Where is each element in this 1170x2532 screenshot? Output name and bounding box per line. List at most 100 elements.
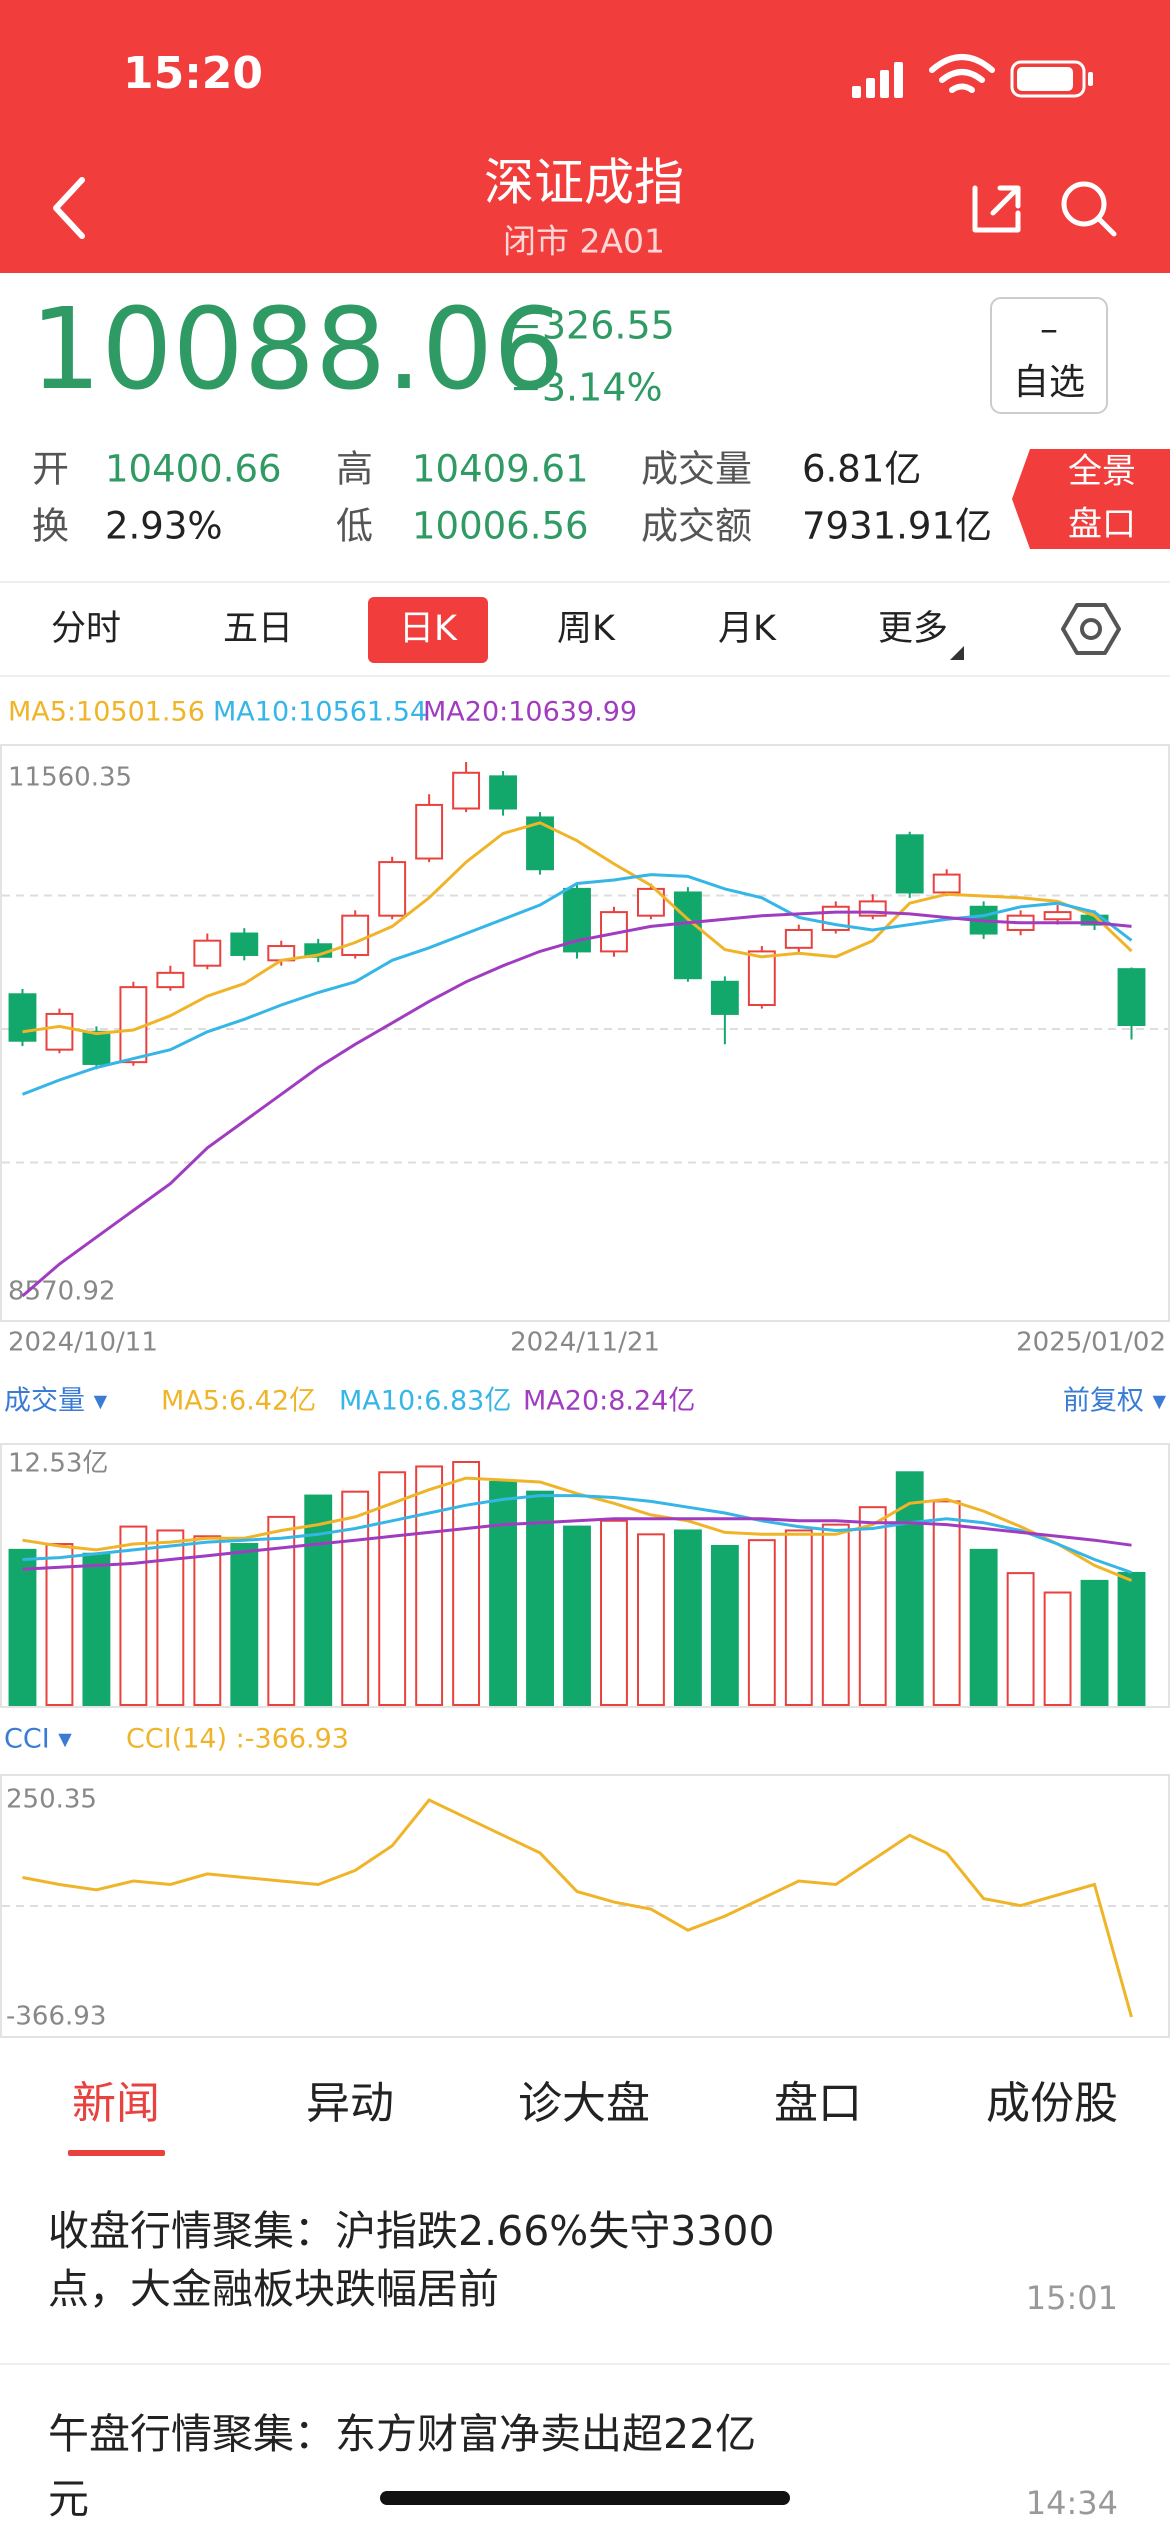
candle-body (45, 1012, 74, 1051)
volume-bar (267, 1515, 296, 1706)
period-tab[interactable]: 日K (399, 609, 458, 649)
legend-entry: CCI(14) :-366.93 (126, 1724, 349, 1755)
candle-body (415, 803, 444, 860)
watch-icon: – (1040, 309, 1058, 350)
home-indicator (380, 2491, 790, 2505)
period-tab[interactable]: 五日 (223, 609, 293, 649)
period-tab[interactable]: 月K (718, 609, 777, 649)
settings-button[interactable] (1061, 603, 1121, 655)
volume-bar (747, 1539, 776, 1707)
period-tab[interactable]: 更多 (878, 609, 948, 649)
stat-value: 10400.66 (105, 448, 282, 491)
line-series (21, 910, 1132, 1298)
volume-bar (415, 1465, 444, 1706)
adjust-selector[interactable]: 前复权 ▾ (1063, 1386, 1167, 1417)
panorama-button[interactable]: 全景 盘口 (1012, 449, 1170, 549)
y-tick-label: 11560.35 (8, 763, 132, 793)
search-button[interactable] (1061, 181, 1117, 237)
content-tab[interactable]: 诊大盘 (518, 2078, 650, 2129)
volume-bar (378, 1471, 407, 1707)
change-pct: −3.14% (510, 366, 663, 410)
back-button[interactable] (53, 177, 85, 239)
price: 10088.06 (30, 285, 564, 415)
status-time: 15:20 (123, 48, 263, 99)
active-tab-underline (68, 2150, 165, 2156)
x-tick-label: 2024/10/11 (8, 1328, 158, 1358)
volume-bar (452, 1461, 481, 1706)
watch-label: 自选 (1013, 362, 1085, 403)
legend-entry: MA5:6.42亿 (161, 1386, 316, 1417)
volume-bar (563, 1525, 591, 1706)
stat-label: 高 (336, 448, 373, 491)
dropdown-arrow (950, 646, 964, 660)
volume-bar (230, 1543, 259, 1706)
volume-bar (895, 1471, 924, 1707)
legend-entry: MA20:10639.99 (423, 697, 637, 728)
panorama-line: 全景 (1068, 452, 1136, 492)
legend-entry: MA5:10501.56 (8, 697, 205, 728)
content-tab[interactable]: 异动 (306, 2078, 394, 2129)
period-tab[interactable]: 分时 (51, 609, 121, 649)
price-panel (0, 744, 1170, 1322)
candle-body (489, 775, 518, 810)
line-series (22, 1494, 1132, 1574)
volume-bar (341, 1490, 370, 1707)
candle-body (710, 980, 739, 1015)
candle-body (230, 932, 259, 956)
legend-entry: MA10:10561.54 (213, 697, 427, 728)
volume-title[interactable]: 成交量 ▾ (4, 1386, 108, 1417)
x-tick-label: 2025/01/02 (1016, 1328, 1166, 1358)
volume-bar (673, 1529, 702, 1706)
volume-bar (784, 1529, 813, 1706)
volume-panel (0, 1443, 1170, 1708)
volume-bar (193, 1535, 222, 1707)
line-series (22, 1798, 1133, 2018)
volume-bar (1117, 1571, 1146, 1706)
candle-body (82, 1030, 111, 1065)
content-tab[interactable]: 新闻 (72, 2078, 160, 2129)
content-tab[interactable]: 成份股 (986, 2078, 1118, 2129)
signal-icon (852, 62, 903, 98)
candle-body (1043, 911, 1072, 921)
candle-body (378, 861, 407, 917)
line-series (21, 873, 1133, 1096)
news-headline: 元 (48, 2475, 89, 2523)
volume-bar (636, 1533, 665, 1707)
battery-icon (1010, 60, 1093, 98)
y-tick-label: 250.35 (6, 1785, 97, 1815)
cci-title[interactable]: CCI ▾ (4, 1724, 72, 1755)
stat-label: 成交量 (641, 448, 752, 491)
content-tab[interactable]: 盘口 (774, 2078, 862, 2129)
volume-bar (526, 1490, 554, 1707)
watch-button[interactable]: – 自选 (990, 297, 1108, 414)
volume-bar (1080, 1579, 1109, 1706)
candle-body (119, 986, 148, 1064)
stat-value: 7931.91亿 (802, 505, 992, 548)
share-button[interactable] (972, 185, 1021, 233)
volume-bar (858, 1506, 887, 1707)
line-series (22, 1517, 1132, 1571)
volume-bar (304, 1494, 333, 1706)
volume-bar (8, 1548, 37, 1706)
volume-bar (600, 1519, 628, 1707)
active-tab-bg (368, 597, 488, 663)
news-item[interactable]: 收盘行情聚集：沪指跌2.66%失守3300 点，大金融板块跌幅居前 15:01 (48, 2207, 1118, 2317)
candle-body (452, 771, 481, 810)
stat-label: 成交额 (641, 505, 752, 548)
news-time: 15:01 (1026, 2279, 1118, 2317)
y-tick-label: 12.53亿 (8, 1449, 108, 1479)
volume-bar (45, 1543, 74, 1706)
period-tab[interactable]: 周K (557, 609, 616, 649)
candle-body (341, 914, 370, 956)
y-tick-label: -366.93 (6, 2002, 106, 2032)
stat-label: 开 (32, 448, 69, 491)
news-time: 14:34 (1026, 2484, 1118, 2522)
stat-value: 10409.61 (412, 448, 589, 491)
news-headline: 点，大金融板块跌幅居前 (48, 2265, 499, 2313)
candle-body (156, 971, 185, 989)
y-tick-label: 8570.92 (8, 1277, 116, 1307)
candle-body (193, 939, 222, 967)
volume-bar (821, 1523, 850, 1706)
line-series (22, 821, 1133, 1036)
